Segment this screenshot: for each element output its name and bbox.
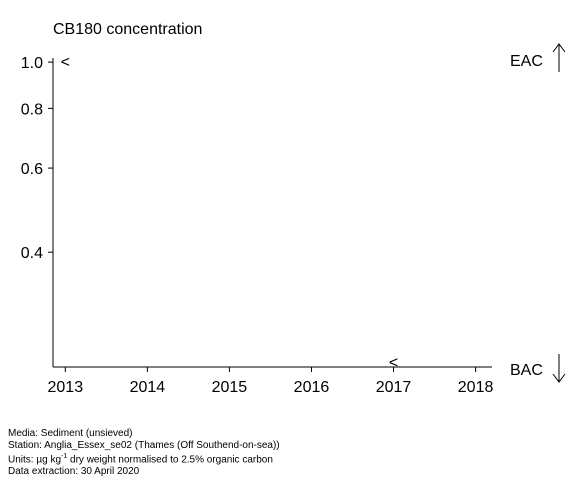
threshold-label-bac: BAC (510, 362, 543, 379)
data-point-less-than: < (389, 355, 398, 372)
x-tick-label: 2017 (376, 379, 412, 396)
media-text: Media: Sediment (unsieved) (8, 428, 133, 439)
chart-title: CB180 concentration (53, 21, 202, 38)
arrow-down-icon (552, 354, 566, 383)
threshold-label-eac: EAC (510, 53, 543, 70)
x-tick-label: 2018 (458, 379, 494, 396)
threshold-labels: EAC BAC (510, 43, 566, 383)
y-tick-label: 0.8 (21, 101, 43, 118)
station-text: Station: Anglia_Essex_se02 (Thames (Off … (8, 439, 280, 451)
x-tick-label: 2013 (48, 379, 84, 396)
arrow-up-icon (552, 43, 566, 72)
y-tick-label: 0.4 (21, 245, 43, 262)
y-tick-label: 0.6 (21, 161, 43, 178)
x-tick-label: 2016 (294, 379, 330, 396)
data-points: << (61, 54, 399, 371)
x-ticks: 2013 2014 2015 2016 2017 2018 (48, 367, 494, 396)
units-exponent: -1 (61, 453, 68, 460)
units-text: Units: µg kg-1 dry weight normalised to … (8, 451, 280, 466)
data-point-less-than: < (61, 54, 70, 71)
chart: CB180 concentration 0.40.60.81.0 2013 201… (21, 21, 566, 396)
extraction-text: Data extraction: 30 April 2020 (8, 465, 140, 477)
y-ticks: 0.4 0.6 0.8 1.0 (21, 55, 53, 262)
x-tick-label: 2015 (212, 379, 248, 396)
units-prefix: Units: µg kg (8, 454, 62, 466)
x-tick-label: 2014 (130, 379, 166, 396)
footer: Media: Sediment (unsieved) Station: Angl… (8, 428, 280, 477)
units-suffix: dry weight normalised to 2.5% organic ca… (67, 454, 273, 466)
y-tick-label: 1.0 (21, 55, 43, 72)
